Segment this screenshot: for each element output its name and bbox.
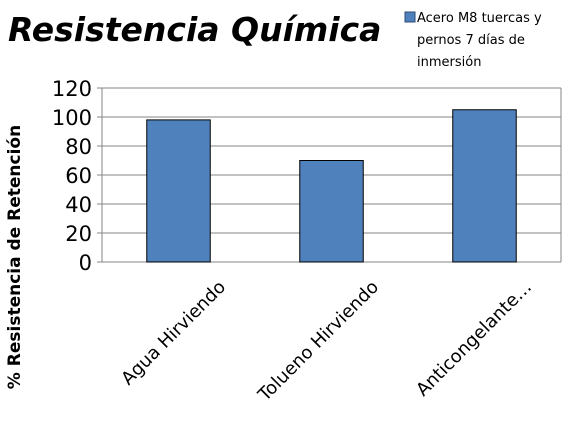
y-tick-label: 20 (65, 222, 92, 246)
x-tick-labels: Agua Hirviendo Tolueno Hirviendo Anticonge… (117, 277, 536, 406)
legend-swatch (404, 11, 416, 23)
chart-title: Resistencia Química (8, 10, 381, 49)
y-tick-labels: 0 20 40 60 80 100 120 (52, 77, 92, 275)
x-tick-label: Agua Hirviendo (117, 277, 230, 390)
legend: Acero M8 tuercas y pernos 7 días de inme… (404, 11, 542, 70)
y-axis-label: % Resistencia de Retención (5, 125, 25, 389)
bar (452, 109, 517, 263)
y-tick-label: 60 (65, 164, 92, 188)
legend-label-line-2: pernos 7 días de (417, 33, 525, 48)
y-tick-label: 40 (65, 193, 92, 217)
legend-label-line-3: inmersión (417, 55, 481, 70)
y-tick-label: 100 (52, 106, 92, 130)
y-tick-label: 120 (52, 77, 92, 101)
x-tick-label: Tolueno Hirviendo (254, 277, 383, 406)
axes (101, 88, 562, 262)
y-tick-label: 0 (79, 251, 92, 275)
x-tick-label: Anticongelante… (412, 277, 536, 401)
bar (299, 160, 364, 263)
legend-label-line-1: Acero M8 tuercas y (417, 11, 542, 26)
bar (146, 119, 211, 263)
y-tick-label: 80 (65, 135, 92, 159)
bars (146, 109, 517, 263)
